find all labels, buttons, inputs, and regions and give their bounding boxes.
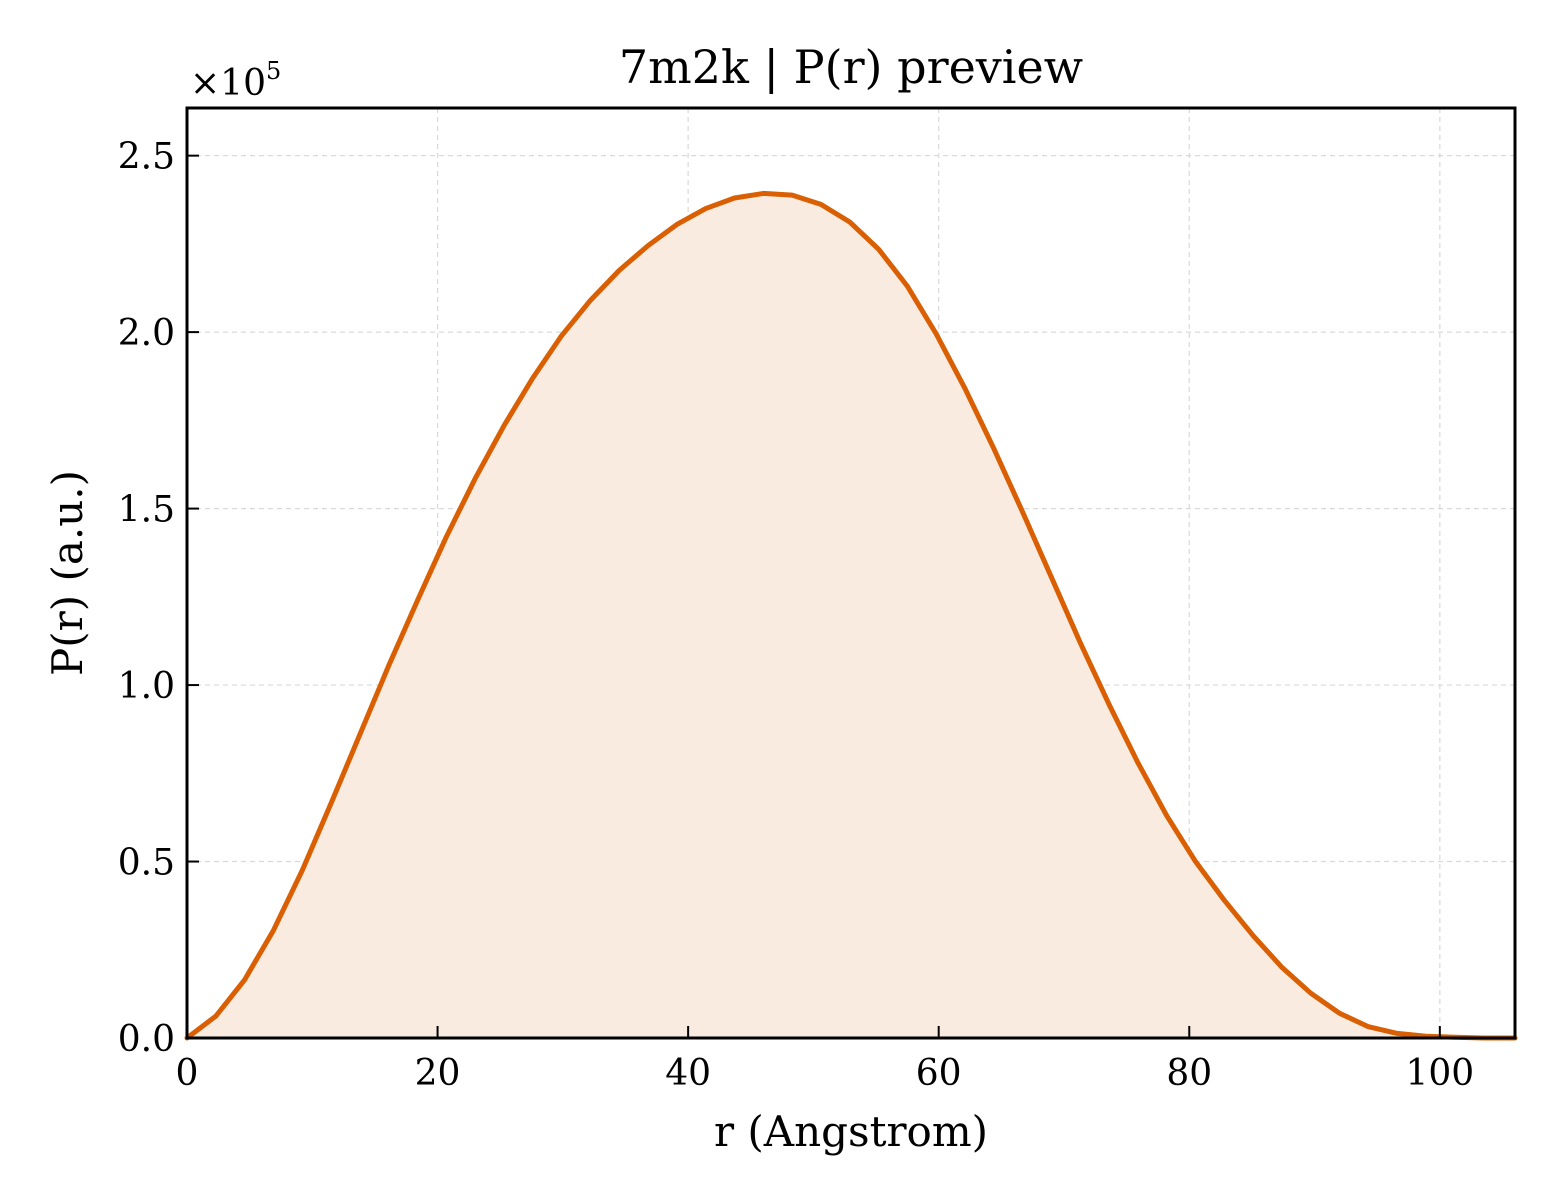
y-axis-multiplier: ×105 [190, 57, 281, 104]
y-tick-label: 0.0 [118, 1019, 175, 1060]
x-tick-label: 80 [1166, 1053, 1212, 1094]
y-tick-label: 0.5 [118, 843, 175, 884]
y-multiplier-base: ×10 [190, 63, 266, 104]
x-tick-label: 40 [665, 1053, 711, 1094]
x-tick-label: 20 [415, 1053, 461, 1094]
x-tick-label: 60 [916, 1053, 962, 1094]
y-tick-label: 1.5 [118, 490, 175, 531]
plot-frame [185, 106, 1517, 1040]
x-tick-label: 0 [176, 1053, 199, 1094]
plot-area [184, 190, 1518, 1041]
svg-text:×105: ×105 [190, 57, 281, 104]
y-tick-label: 1.0 [118, 666, 175, 707]
series-line [184, 190, 1518, 1041]
ticks: 0 20 40 60 80 100 0.0 0.5 1.0 1.5 2.0 2.5 [118, 137, 1474, 1094]
y-tick-label: 2.0 [118, 313, 175, 354]
x-axis-label: r (Angstrom) [714, 1107, 988, 1156]
chart-title: 7m2k | P(r) preview [619, 40, 1083, 94]
y-axis-label: P(r) (a.u.) [43, 470, 92, 676]
y-tick-label: 2.5 [118, 137, 175, 178]
y-multiplier-exponent: 5 [266, 57, 281, 85]
x-tick-label: 100 [1405, 1053, 1474, 1094]
